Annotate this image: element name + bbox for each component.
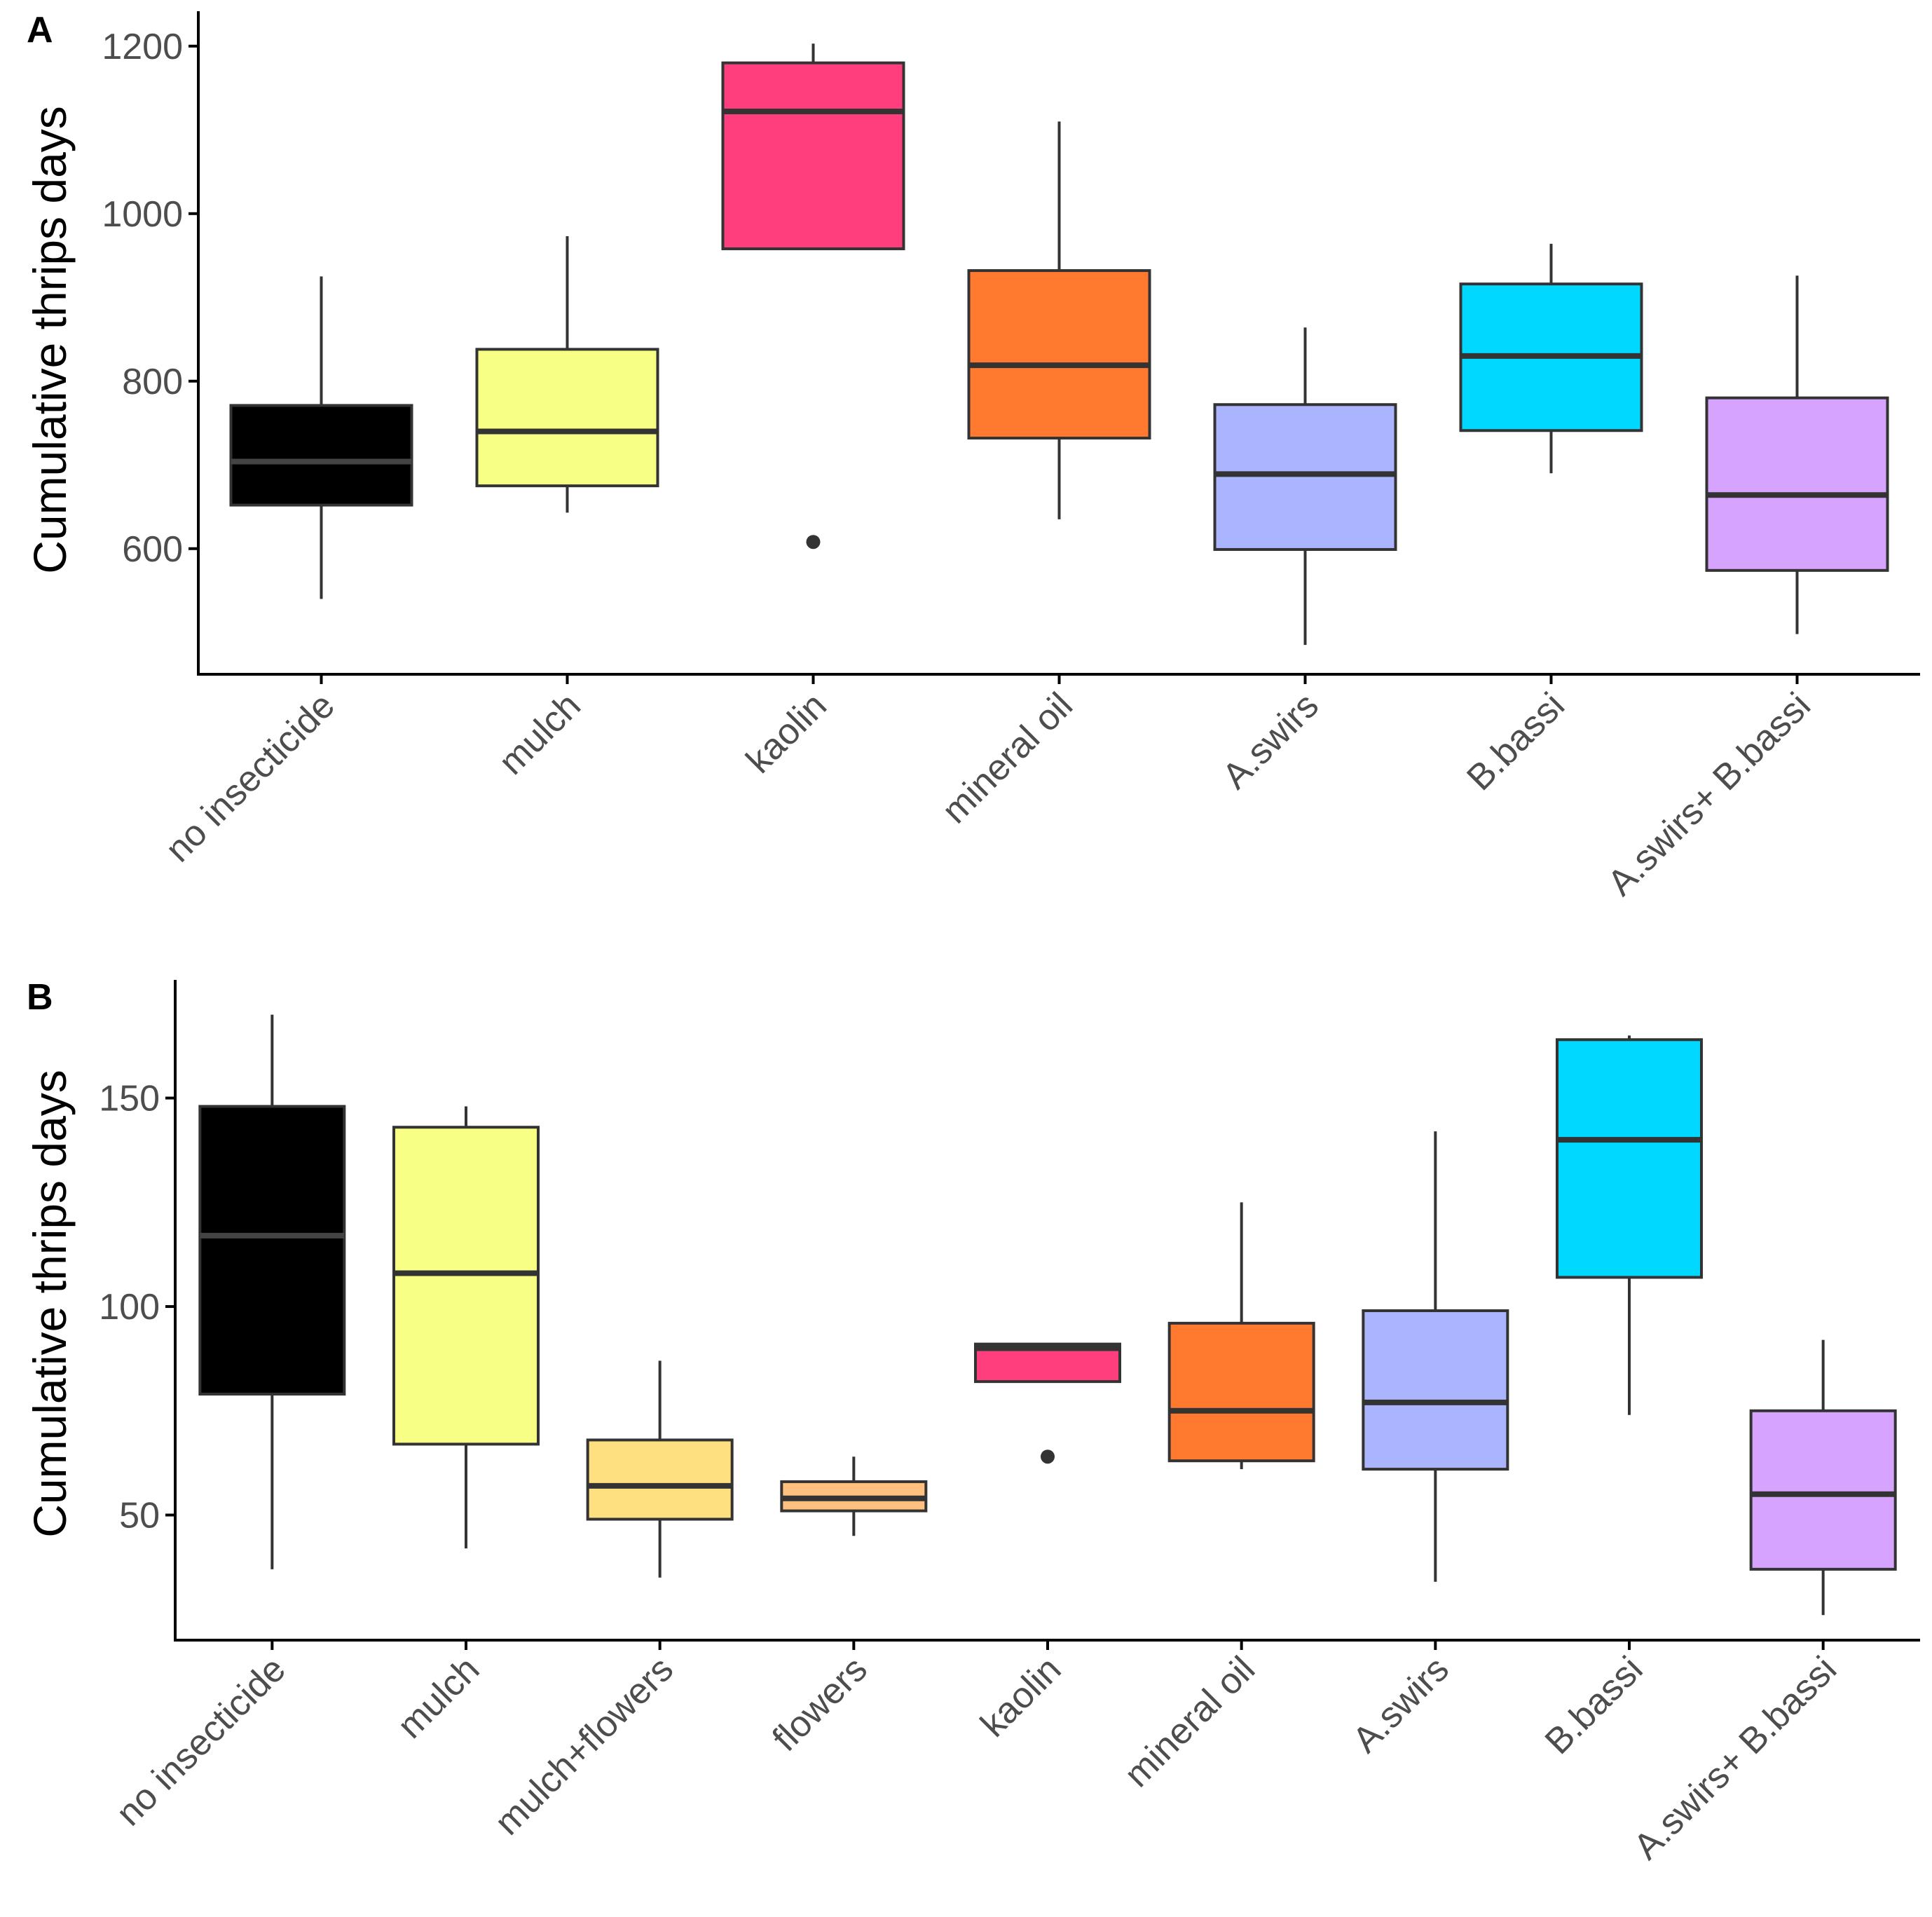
panel-a-box-group [475, 236, 659, 513]
panel-a-box [967, 269, 1151, 440]
panel-b-box-group [392, 1106, 540, 1549]
panel-b-box-group [1167, 1202, 1315, 1470]
panel-a-box [1705, 396, 1889, 572]
panel-a-box [475, 348, 659, 488]
panel-b-box-group [1556, 1035, 1703, 1415]
panel-b-box-group [586, 1360, 734, 1578]
panel-b-x-tick-label: no insecticide [109, 1649, 294, 1834]
panel-b-x-tick-label: A.swirs [1345, 1649, 1456, 1760]
panel-b-x-tick-label: mineral oil [1117, 1649, 1263, 1795]
panel-b-y-tick-label: 150 [99, 1079, 160, 1119]
panel-a-box [721, 61, 905, 250]
panel-a-y-tick-label: 1000 [102, 194, 183, 235]
panel-b-x-tick-label: mulch+flowers [487, 1649, 681, 1843]
panel-b-box-group [1749, 1339, 1897, 1616]
panel-b-x-tick-label: mulch [390, 1649, 487, 1746]
panel-b-box [1362, 1309, 1509, 1471]
panel-b-x-tick-label: kaolin [973, 1649, 1069, 1745]
panel-a-y-tick-label: 1200 [102, 27, 183, 67]
panel-b-outlier-point [1041, 1449, 1055, 1464]
panel-a-box-group [967, 121, 1151, 519]
panel-b-y-tick-label: 50 [119, 1496, 160, 1536]
panel-a-box-group [721, 43, 905, 550]
panel-b-box [198, 1105, 346, 1396]
panel-b-box-group [1362, 1131, 1509, 1582]
panel-a-box-group [1459, 243, 1643, 474]
panel-a-x-tick-label: mineral oil [934, 685, 1081, 831]
panel-b-box [392, 1126, 540, 1446]
panel-a-box-group [1213, 327, 1397, 646]
panel-b-box [1749, 1409, 1897, 1571]
panel-b-box-group [780, 1456, 928, 1536]
panel-a: A Cumulative thrips days 600 800 1000 1200 n… [24, 10, 1920, 903]
panel-a-x-tick-label: no insecticide [158, 685, 343, 870]
panel-b-letter: B [27, 977, 53, 1018]
panel-a-outlier-point [806, 535, 821, 550]
panel-a-x-tick-label: A.swirs+ B.bassi [1600, 685, 1818, 903]
panel-b-x-tick-label: A.swirs+ B.bassi [1626, 1649, 1844, 1867]
panel-a-y-tick-label: 600 [122, 529, 183, 570]
panel-a-x-tick-label: kaolin [739, 685, 835, 781]
panel-b-box-group [198, 1014, 346, 1569]
panel-b-x-tick-label: B.bassi [1537, 1649, 1651, 1762]
panel-b-box [1167, 1321, 1315, 1463]
panel-a-box [1213, 403, 1397, 551]
panel-a-letter: A [27, 10, 53, 50]
panel-a-box [229, 404, 413, 507]
panel-a-y-tick-label: 800 [122, 362, 183, 402]
panel-a-y-axis-label: Cumulative thrips days [24, 106, 76, 574]
panel-a-box-group [229, 276, 413, 599]
panel-b-box [586, 1438, 734, 1521]
panel-b-box-group [974, 1342, 1121, 1464]
panel-b-box [1556, 1038, 1703, 1279]
panel-b-x-tick-label: flowers [765, 1649, 875, 1759]
panel-a-x-tick-label: A.swirs [1214, 685, 1326, 796]
panel-b: B Cumulative thrips days 50 100 150 no inse… [24, 977, 1920, 1867]
panel-b-y-axis-label: Cumulative thrips days [24, 1070, 76, 1538]
panel-a-x-tick-label: mulch [491, 685, 589, 782]
panel-a-x-tick-label: B.bassi [1459, 685, 1573, 798]
panel-b-plot-area: 50 100 150 no insecticide mulch mulch+flowers… [99, 980, 1920, 1867]
panel-a-plot-area: 600 800 1000 1200 no insecticide mulch kaolin m… [102, 11, 1920, 903]
panel-a-box-group [1705, 275, 1889, 634]
panel-b-y-tick-label: 100 [99, 1287, 160, 1328]
